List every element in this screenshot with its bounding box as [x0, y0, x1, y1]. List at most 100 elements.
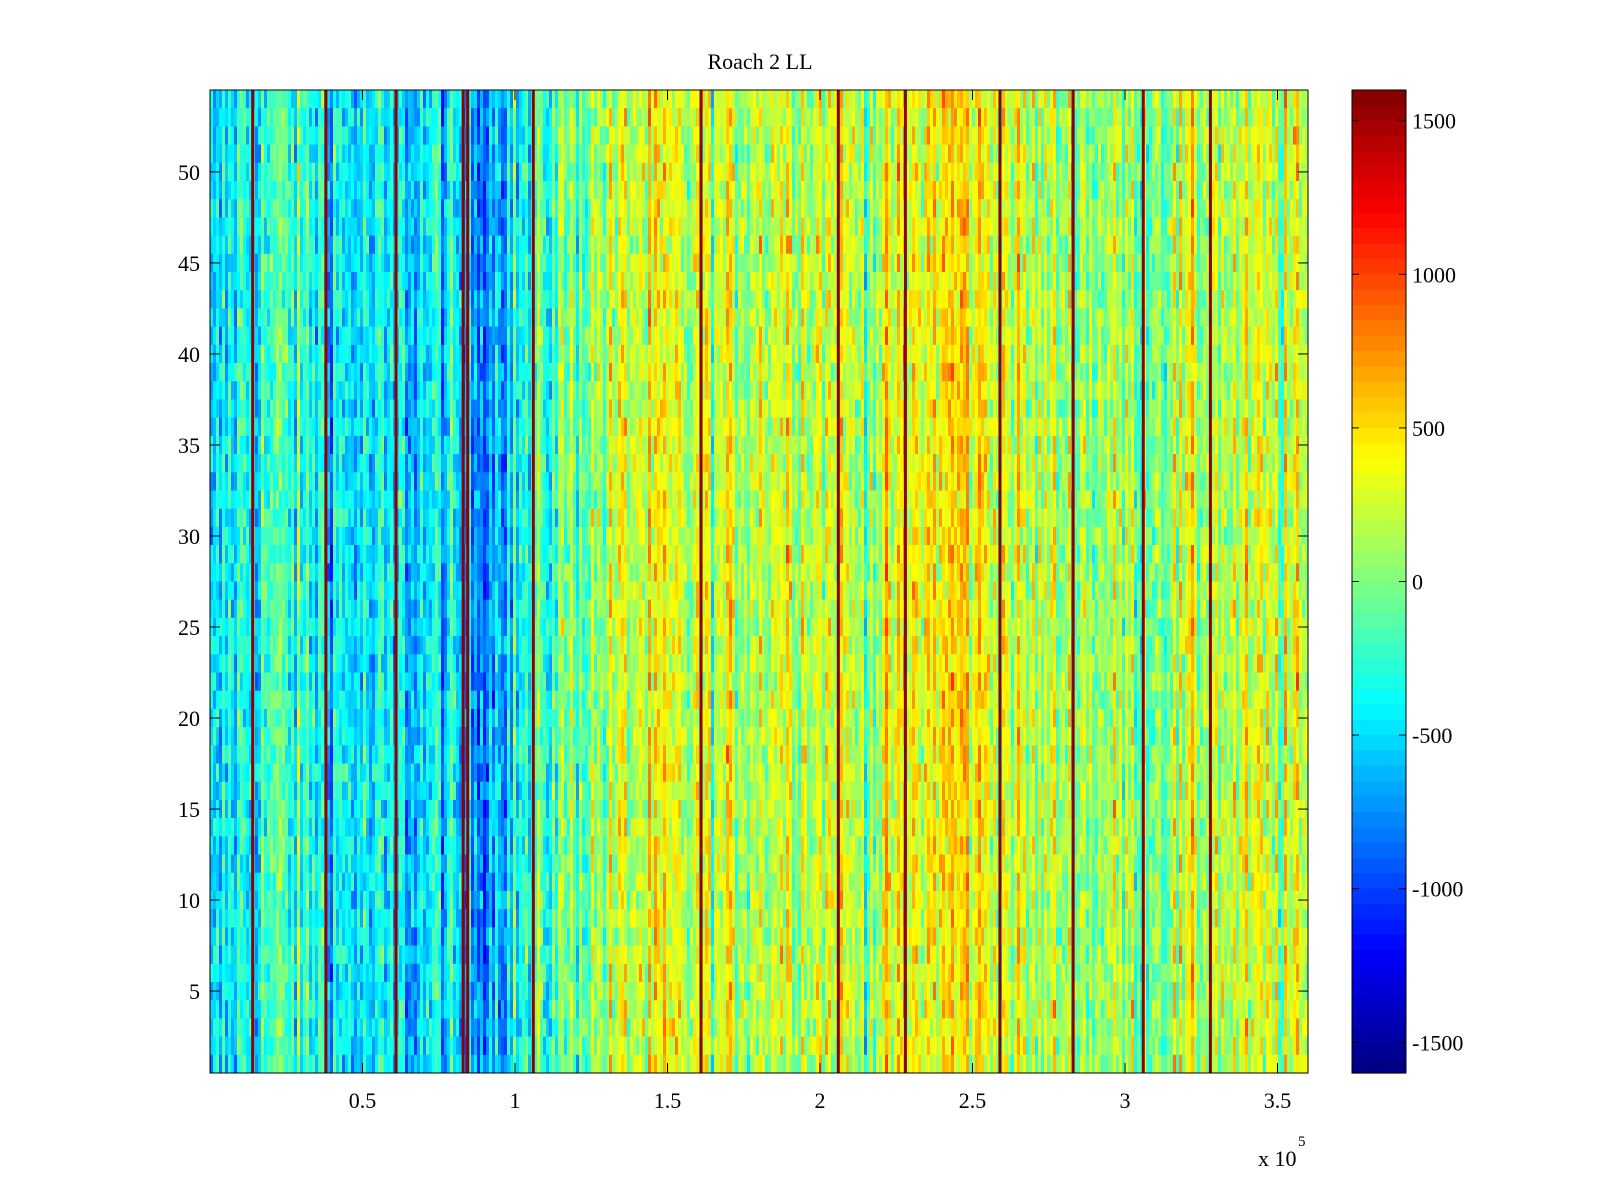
heatmap-cell [285, 162, 289, 182]
heatmap-cell [408, 162, 412, 182]
heatmap-cell [411, 326, 415, 346]
heatmap-cell [477, 235, 481, 255]
heatmap-cell [1113, 162, 1117, 182]
heatmap-cell [348, 326, 352, 346]
heatmap-cell [741, 326, 745, 346]
heatmap-cell [738, 290, 742, 310]
heatmap-cell [744, 217, 748, 237]
heatmap-cell [363, 253, 367, 273]
heatmap-cell [516, 181, 520, 200]
heatmap-cell [468, 199, 472, 219]
heatmap-cell [561, 199, 565, 219]
heatmap-cell [720, 217, 724, 237]
heatmap-cell [684, 144, 688, 164]
heatmap-cell [825, 253, 829, 273]
heatmap-cell [909, 108, 913, 127]
heatmap-cell [441, 181, 445, 200]
heatmap-cell [555, 126, 559, 146]
heatmap-cell [957, 253, 961, 273]
heatmap-cell [378, 144, 382, 164]
heatmap-cell [723, 326, 727, 346]
heatmap-cell [369, 199, 373, 219]
heatmap-cell [618, 253, 622, 273]
heatmap-cell [387, 144, 391, 164]
heatmap-cell [933, 290, 937, 310]
heatmap-cell [294, 308, 298, 328]
heatmap-cell [1182, 308, 1186, 328]
heatmap-cell [687, 290, 691, 310]
heatmap-cell [1185, 126, 1189, 146]
heatmap-cell [543, 326, 547, 346]
heatmap-cell [399, 144, 403, 164]
heatmap-cell [654, 217, 658, 237]
heatmap-cell [1023, 217, 1027, 237]
heatmap-cell [1125, 181, 1129, 200]
heatmap-cell [1173, 235, 1177, 255]
heatmap-cell [579, 326, 583, 346]
heatmap-cell [960, 290, 964, 310]
heatmap-cell [408, 90, 412, 109]
heatmap-cell [321, 308, 325, 328]
heatmap-cell [582, 199, 586, 219]
heatmap-cell [717, 181, 721, 200]
heatmap-cell [942, 144, 946, 164]
heatmap-cell [540, 272, 544, 291]
heatmap-cell [921, 272, 925, 291]
heatmap-cell [990, 90, 994, 109]
heatmap-cell [690, 90, 694, 109]
heatmap-cell [756, 126, 760, 146]
heatmap-cell [1068, 144, 1072, 164]
heatmap-cell [954, 144, 958, 164]
heatmap-cell [684, 326, 688, 346]
heatmap-cell [399, 235, 403, 255]
heatmap-cell [375, 253, 379, 273]
heatmap-cell [687, 253, 691, 273]
heatmap-cell [963, 181, 967, 200]
heatmap-cell [627, 326, 631, 346]
heatmap-cell [1074, 126, 1078, 146]
heatmap-cell [1269, 272, 1273, 291]
heatmap-cell [1152, 90, 1156, 109]
heatmap-cell [435, 90, 439, 109]
heatmap-cell [450, 308, 454, 328]
heatmap-cell [846, 181, 850, 200]
heatmap-cell [450, 290, 454, 310]
heatmap-cell [258, 144, 262, 164]
heatmap-cell [426, 199, 430, 219]
heatmap-cell [300, 326, 304, 346]
heatmap-cell [972, 272, 976, 291]
heatmap-cell [1293, 199, 1297, 219]
heatmap-cell [1161, 181, 1165, 200]
heatmap-cell [1110, 217, 1114, 237]
heatmap-cell [738, 162, 742, 182]
heatmap-cell [534, 199, 538, 219]
heatmap-cell [1053, 90, 1057, 109]
heatmap-cell [651, 199, 655, 219]
heatmap-cell [1020, 144, 1024, 164]
heatmap-cell [285, 326, 289, 346]
heatmap-cell [429, 308, 433, 328]
heatmap-cell [276, 126, 280, 146]
heatmap-cell [672, 108, 676, 127]
heatmap-cell [330, 326, 334, 346]
heatmap-cell [504, 326, 508, 346]
heatmap-cell [294, 90, 298, 109]
heatmap-cell [714, 290, 718, 310]
heatmap-cell [489, 108, 493, 127]
heatmap-cell [624, 308, 628, 328]
heatmap-cell [1086, 217, 1090, 237]
heatmap-cell [288, 326, 292, 346]
heatmap-cell [711, 144, 715, 164]
heatmap-cell [495, 217, 499, 237]
heatmap-cell [1173, 308, 1177, 328]
heatmap-cell [543, 235, 547, 255]
heatmap-cell [1245, 162, 1249, 182]
heatmap-cell [798, 108, 802, 127]
heatmap-cell [879, 108, 883, 127]
heatmap-cell [291, 144, 295, 164]
heatmap-cell [267, 144, 271, 164]
heatmap-cell [1122, 290, 1126, 310]
heatmap-cell [456, 272, 460, 291]
heatmap-cell [831, 181, 835, 200]
heatmap-cell [888, 144, 892, 164]
